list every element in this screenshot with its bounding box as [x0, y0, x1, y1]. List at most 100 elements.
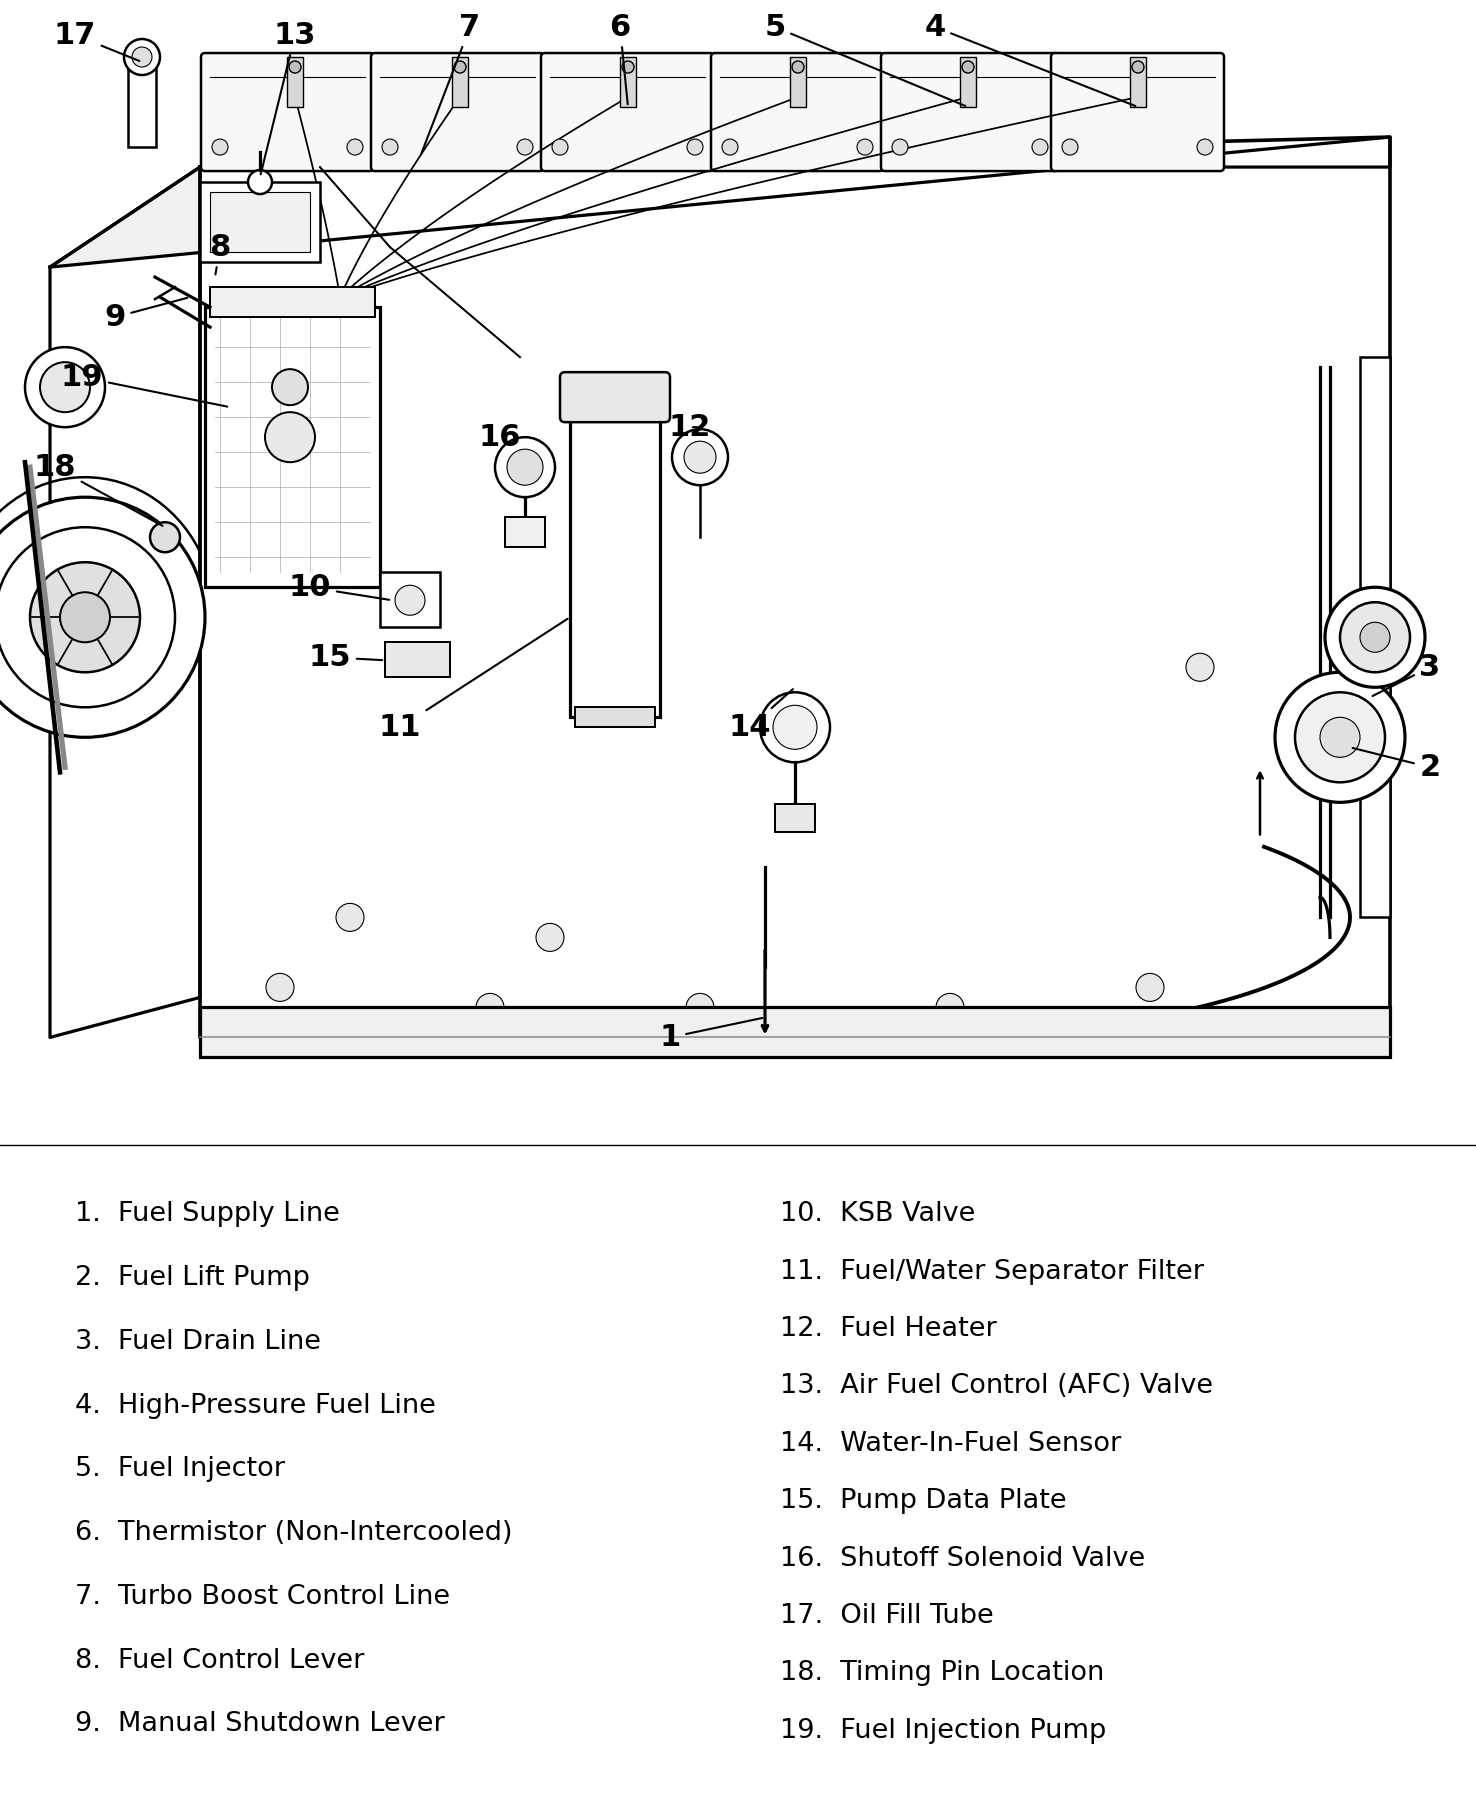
- Bar: [210, 193, 310, 253]
- Text: 3.  Fuel Drain Line: 3. Fuel Drain Line: [75, 1328, 320, 1355]
- FancyBboxPatch shape: [1051, 53, 1224, 171]
- Text: 12: 12: [669, 412, 711, 442]
- Text: 3: 3: [1373, 652, 1441, 696]
- FancyBboxPatch shape: [542, 53, 714, 171]
- Text: 9: 9: [105, 298, 187, 333]
- FancyBboxPatch shape: [370, 53, 545, 171]
- Text: 2.  Fuel Lift Pump: 2. Fuel Lift Pump: [75, 1265, 310, 1292]
- Bar: [210, 287, 375, 318]
- Circle shape: [1325, 587, 1424, 687]
- Circle shape: [683, 442, 716, 472]
- Circle shape: [892, 140, 908, 154]
- Bar: [452, 56, 468, 107]
- FancyBboxPatch shape: [201, 53, 373, 171]
- Text: 5: 5: [765, 13, 965, 105]
- Text: 1.  Fuel Supply Line: 1. Fuel Supply Line: [75, 1201, 339, 1228]
- Circle shape: [1187, 654, 1213, 681]
- Bar: [1359, 358, 1390, 918]
- Text: 11: 11: [379, 620, 568, 741]
- Circle shape: [506, 449, 543, 485]
- Circle shape: [396, 585, 425, 616]
- Circle shape: [962, 62, 974, 73]
- Text: 2: 2: [1352, 749, 1441, 781]
- Text: 6: 6: [610, 13, 630, 104]
- Circle shape: [773, 705, 818, 749]
- Circle shape: [517, 140, 533, 154]
- Circle shape: [1294, 692, 1384, 783]
- Circle shape: [1197, 140, 1213, 154]
- Circle shape: [1063, 140, 1077, 154]
- Text: 11.  Fuel/Water Separator Filter: 11. Fuel/Water Separator Filter: [779, 1259, 1204, 1285]
- Polygon shape: [50, 167, 201, 1038]
- Circle shape: [672, 429, 728, 485]
- Polygon shape: [201, 136, 1390, 1038]
- Circle shape: [686, 994, 714, 1021]
- Bar: [959, 56, 976, 107]
- Text: 15.  Pump Data Plate: 15. Pump Data Plate: [779, 1488, 1067, 1514]
- Text: 12.  Fuel Heater: 12. Fuel Heater: [779, 1316, 996, 1343]
- Bar: [620, 56, 636, 107]
- Circle shape: [858, 140, 872, 154]
- Circle shape: [722, 140, 738, 154]
- Circle shape: [1132, 62, 1144, 73]
- Circle shape: [248, 171, 272, 194]
- Circle shape: [289, 62, 301, 73]
- Text: 19.  Fuel Injection Pump: 19. Fuel Injection Pump: [779, 1717, 1106, 1744]
- Circle shape: [213, 140, 227, 154]
- Text: 8: 8: [210, 233, 230, 274]
- Text: 17.  Oil Fill Tube: 17. Oil Fill Tube: [779, 1603, 993, 1628]
- Circle shape: [0, 498, 205, 738]
- Text: 10: 10: [289, 572, 390, 601]
- Circle shape: [1032, 140, 1048, 154]
- Text: 19: 19: [61, 363, 227, 407]
- Circle shape: [455, 62, 466, 73]
- Circle shape: [30, 561, 140, 672]
- Polygon shape: [50, 136, 1390, 267]
- Circle shape: [40, 362, 90, 412]
- Circle shape: [552, 140, 568, 154]
- Bar: [201, 182, 320, 262]
- Text: 5.  Fuel Injector: 5. Fuel Injector: [75, 1457, 285, 1483]
- Circle shape: [1359, 621, 1390, 652]
- Circle shape: [337, 903, 365, 932]
- Bar: [1131, 56, 1145, 107]
- Circle shape: [61, 592, 111, 641]
- Bar: [775, 805, 815, 832]
- Circle shape: [1340, 601, 1410, 672]
- Text: 18.  Timing Pin Location: 18. Timing Pin Location: [779, 1661, 1104, 1686]
- Text: 17: 17: [53, 20, 139, 62]
- Text: 13.  Air Fuel Control (AFC) Valve: 13. Air Fuel Control (AFC) Valve: [779, 1374, 1213, 1399]
- FancyBboxPatch shape: [881, 53, 1058, 171]
- Bar: [385, 641, 450, 678]
- Circle shape: [266, 412, 314, 462]
- Text: 4.  High-Pressure Fuel Line: 4. High-Pressure Fuel Line: [75, 1392, 435, 1419]
- Circle shape: [1137, 974, 1165, 1001]
- Text: 8.  Fuel Control Lever: 8. Fuel Control Lever: [75, 1648, 365, 1673]
- Bar: [205, 307, 379, 587]
- Bar: [790, 56, 806, 107]
- Bar: [576, 707, 655, 727]
- Circle shape: [0, 527, 176, 707]
- Circle shape: [151, 521, 180, 552]
- Circle shape: [131, 47, 152, 67]
- Text: 7: 7: [421, 13, 481, 154]
- Bar: [128, 62, 156, 147]
- Text: 16.  Shutoff Solenoid Valve: 16. Shutoff Solenoid Valve: [779, 1546, 1145, 1572]
- Circle shape: [1275, 672, 1405, 803]
- Text: 14: 14: [729, 689, 793, 741]
- Circle shape: [793, 62, 804, 73]
- FancyBboxPatch shape: [559, 372, 670, 422]
- Circle shape: [686, 140, 703, 154]
- Text: 7.  Turbo Boost Control Line: 7. Turbo Boost Control Line: [75, 1584, 450, 1610]
- Circle shape: [382, 140, 399, 154]
- Bar: [570, 407, 660, 718]
- Text: 9.  Manual Shutdown Lever: 9. Manual Shutdown Lever: [75, 1712, 444, 1737]
- Circle shape: [347, 140, 363, 154]
- Bar: [286, 56, 303, 107]
- FancyBboxPatch shape: [711, 53, 884, 171]
- Circle shape: [536, 923, 564, 952]
- Circle shape: [936, 994, 964, 1021]
- Text: 18: 18: [34, 452, 162, 525]
- Text: 15: 15: [308, 643, 382, 672]
- Bar: [379, 572, 440, 627]
